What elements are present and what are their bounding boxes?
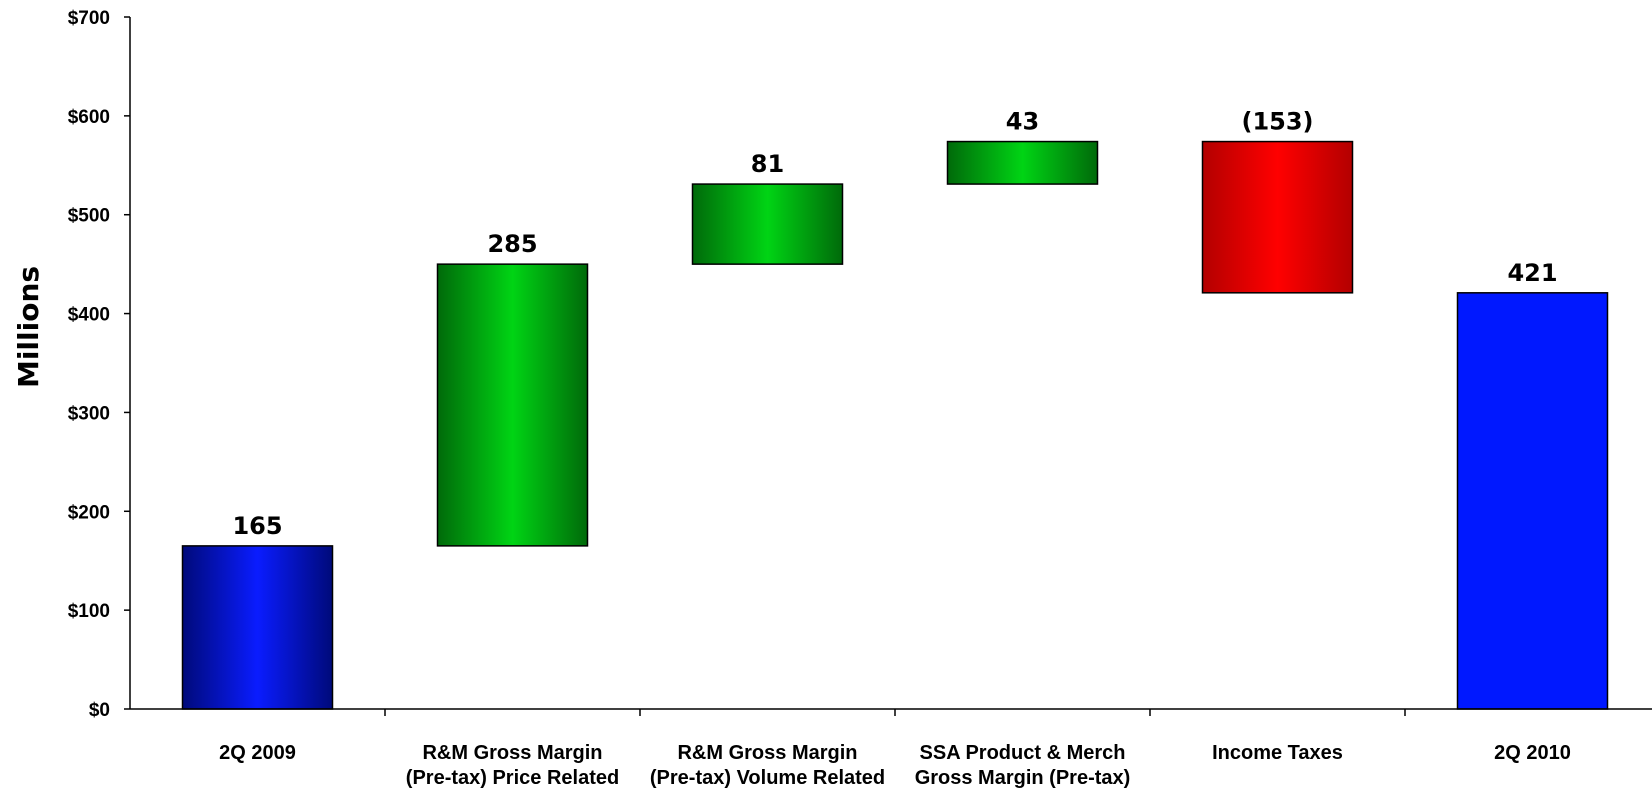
data-label: 81 <box>751 150 784 178</box>
y-axis-ticks: $0 $100 $200 $300 $400 $500 $600 $700 <box>68 8 130 721</box>
y-tick-label: $300 <box>68 403 110 424</box>
bar-1 <box>436 263 589 547</box>
y-tick-label: $100 <box>68 601 110 622</box>
bar-0 <box>181 545 334 710</box>
category-labels: 2Q 2009 R&M Gross Margin (Pre-tax) Price R… <box>219 742 1571 789</box>
y-axis-title: Millions <box>12 266 45 388</box>
y-tick-label: $400 <box>68 305 110 326</box>
y-tick-label: $600 <box>68 107 110 128</box>
category-label: Gross Margin (Pre-tax) <box>915 767 1131 789</box>
bar-5 <box>1456 292 1609 710</box>
data-label: (153) <box>1241 108 1313 136</box>
bar-4 <box>1201 140 1354 294</box>
category-label: (Pre-tax) Price Related <box>406 767 619 789</box>
bar-2 <box>691 183 844 265</box>
category-label: SSA Product & Merch <box>920 742 1126 764</box>
y-tick-label: $0 <box>89 700 110 721</box>
x-axis-ticks <box>384 709 1406 716</box>
y-tick-label: $700 <box>68 8 110 29</box>
category-label: R&M Gross Margin <box>422 742 602 764</box>
data-label: 165 <box>232 512 282 540</box>
bar-3 <box>946 140 1099 185</box>
category-label: 2Q 2010 <box>1494 742 1571 764</box>
data-label: 285 <box>487 230 537 258</box>
category-label: (Pre-tax) Volume Related <box>650 767 885 789</box>
y-tick-label: $200 <box>68 502 110 523</box>
data-label: 421 <box>1507 259 1557 287</box>
y-tick-label: $500 <box>68 206 110 227</box>
category-label: Income Taxes <box>1212 742 1343 764</box>
category-label: R&M Gross Margin <box>677 742 857 764</box>
data-labels: 165 285 81 43 (153) 421 <box>232 108 1557 540</box>
bars <box>181 140 1609 710</box>
data-label: 43 <box>1006 108 1039 136</box>
category-label: 2Q 2009 <box>219 742 296 764</box>
